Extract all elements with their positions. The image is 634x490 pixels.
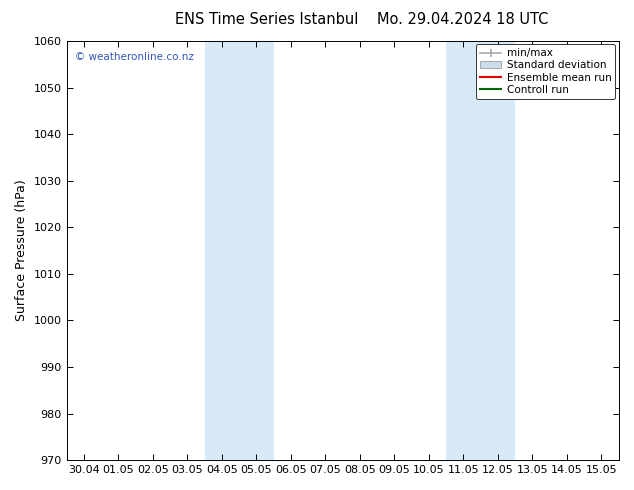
Bar <box>446 41 515 460</box>
Legend: min/max, Standard deviation, Ensemble mean run, Controll run: min/max, Standard deviation, Ensemble me… <box>476 44 616 99</box>
Bar <box>205 41 273 460</box>
Text: © weatheronline.co.nz: © weatheronline.co.nz <box>75 51 194 62</box>
Y-axis label: Surface Pressure (hPa): Surface Pressure (hPa) <box>15 180 28 321</box>
Text: ENS Time Series Istanbul: ENS Time Series Istanbul <box>174 12 358 27</box>
Text: Mo. 29.04.2024 18 UTC: Mo. 29.04.2024 18 UTC <box>377 12 548 27</box>
